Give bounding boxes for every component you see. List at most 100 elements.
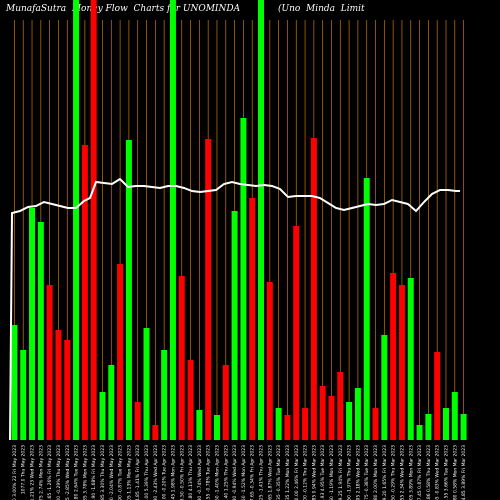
bar	[64, 340, 71, 440]
x-tick-label: 1052.80 4.13% Thu Apr 2023	[188, 445, 194, 500]
bar	[240, 118, 247, 440]
chart-subtitle: (Uno Minda Limit	[278, 4, 365, 14]
x-tick-label: 1075.00 -0.20% Tue Apr 2023	[162, 445, 168, 500]
x-tick-label: 1017.65 -0.34% Fri Apr 2023	[250, 445, 256, 500]
x-tick-label: 1061.50 -1.97% Thu Mar 2023	[347, 445, 353, 500]
x-tick-label: 1011.90 -1.68% Fri May 2023	[91, 445, 97, 500]
bar	[178, 276, 185, 440]
bar	[363, 178, 370, 440]
x-tick-label: 1089.86 0.58% Thu Mar 2023	[426, 445, 432, 500]
bar	[460, 414, 467, 440]
bar	[328, 396, 335, 440]
bar	[222, 365, 229, 440]
x-tick-label: 1082.85 3.30% Thu May 2023	[100, 445, 106, 500]
x-tick-label: 1074.80 2.00% Mon Mar 2023	[373, 445, 379, 500]
bar	[161, 350, 168, 440]
x-tick-label: 1029.60 -1.19% Mon Mar 2023	[329, 445, 335, 500]
bar	[381, 335, 388, 440]
x-tick-label: 1039.25 1.94% Fri Mar 2023	[338, 445, 344, 500]
bar	[354, 388, 361, 440]
bar	[398, 285, 405, 440]
x-tick-label: 1025.75 -2.85% Wed May 2023	[65, 445, 71, 500]
x-tick-label: 1060.00 2.46% Fri Mar 2023	[294, 445, 300, 500]
x-tick-label: 1098.80 -2.04% Wed May 2023	[109, 445, 115, 500]
bar	[196, 410, 203, 440]
bar	[293, 226, 300, 440]
bar	[46, 285, 53, 440]
bar	[284, 415, 291, 440]
x-tick-label: 1046.65 -1.26% Fri May 2023	[47, 445, 53, 500]
x-tick-label: 1023.25 -1.41% Thu Apr 2023	[259, 445, 265, 500]
bar	[134, 402, 141, 440]
bar	[407, 278, 414, 440]
x-tick-label: 1059.80 2.64% Tue May 2023	[74, 445, 80, 500]
x-tick-label: 1078.93 4.95% Tue Mar 2023	[320, 445, 326, 500]
bar	[99, 392, 106, 440]
x-tick-label: 1031.35 -0.35% Tue Mar 2023	[276, 445, 282, 500]
x-tick-label: 1061.75 -0.38% Tue Mar 2023	[364, 445, 370, 500]
bar	[55, 330, 62, 440]
x-tick-label: 1088.05 3.89% Mon Mar 2023	[408, 445, 414, 500]
bar	[416, 425, 423, 440]
bar	[29, 208, 36, 440]
x-tick-label: 1035.80 0.58% Mon Mar 2023	[452, 445, 458, 500]
x-tick-label: 1022.65 1.21% 23 Wed May 2023	[30, 445, 36, 500]
bar	[231, 211, 238, 440]
x-tick-label: 1021.55 3.66% Tue Mar 2023	[443, 445, 449, 500]
x-tick-label: 998.60 -1.40% Mon Apr 2023	[214, 445, 220, 500]
x-tick-label: 1077.45 0.87% Fri Mar 2023	[417, 445, 423, 500]
x-tick-label: 1039.65 1.87% Wed Apr 2023	[267, 445, 273, 500]
x-tick-label: 1094.85 -1.41% Fri Apr 2023	[135, 445, 141, 500]
bar	[125, 140, 132, 440]
bar	[258, 0, 265, 440]
bar	[442, 408, 449, 440]
bar	[337, 372, 344, 440]
x-tick-label: 1051.35 1.22% Mon Mar 2023	[285, 445, 291, 500]
bar	[20, 350, 27, 440]
bar	[310, 138, 317, 440]
bar	[90, 0, 97, 440]
x-tick-label: 1069.20 1.65% Fri Mar 2023	[382, 445, 388, 500]
x-tick-label: 1105.00 5.39% Thu Apr 2023	[144, 445, 150, 500]
x-tick-label: 1004.85 3.89% Fri Mar 2023	[461, 445, 467, 500]
bar	[346, 402, 353, 440]
x-tick-label: 1089.90 -0.87% Tue May 2023	[118, 445, 124, 500]
bar	[390, 273, 397, 440]
bar	[73, 0, 80, 440]
bar	[302, 408, 309, 440]
x-tick-label: 1022.50 -1.52% Mon Apr 2023	[241, 445, 247, 500]
x-tick-label: 1041.80 -0.74% Wed Apr 2023	[197, 445, 203, 500]
bar	[81, 145, 88, 440]
bar	[205, 139, 212, 440]
bar	[434, 352, 441, 440]
bar	[143, 328, 150, 440]
bar	[108, 365, 115, 440]
bar	[275, 408, 282, 440]
bar	[187, 360, 194, 440]
x-tick-label: 1103.05 1.13% Mon May 2023	[126, 445, 132, 500]
bar	[425, 414, 432, 440]
bar	[249, 198, 256, 440]
bar	[169, 0, 176, 440]
x-tick-label: 1077.85 0.94% Wed Mar 2023	[311, 445, 317, 500]
x-tick-label: 1047.50 -0.29% Thu Mar 2023	[391, 445, 397, 500]
x-tick-label: 1020.00 -0.29% Thu May 2023	[56, 445, 62, 500]
x-tick-label: 1031.75 2.74% Mon May 2023	[38, 445, 44, 500]
x-tick-label: 1037.00 -0.12% Thu Mar 2023	[303, 445, 309, 500]
x-tick-label: 1084.85 3.78% Mon May 2023	[82, 445, 88, 500]
bar	[37, 222, 44, 440]
x-tick-label: 994.40 1.25% Thu Apr 2023	[223, 445, 229, 500]
money-flow-line	[9, 177, 460, 441]
x-tick-label: 1066.95 2.18% Wed Mar 2023	[355, 445, 361, 500]
x-tick-label: 1073.50 -0.50% Fri Apr 2023	[179, 445, 185, 500]
x-tick-label: 1092.65 -0.83% Wed Mar 2023	[435, 445, 441, 500]
x-tick-label: 1061.80 -2.43% Wed Apr 2023	[153, 445, 159, 500]
x-tick-label: 1077.0 Thu May 2023	[21, 445, 27, 494]
bar	[152, 425, 159, 440]
x-tick-label: 1045.55 2.34% Wed Mar 2023	[399, 445, 405, 500]
x-tick-label: 1012.80 -0.94% Wed Apr 2023	[232, 445, 238, 500]
x-tick-label: 1093.00 3.00% 22 Fri May 2023	[12, 445, 18, 500]
x-tick-label: 1027.55 -0.78% Tue Apr 2023	[206, 445, 212, 500]
